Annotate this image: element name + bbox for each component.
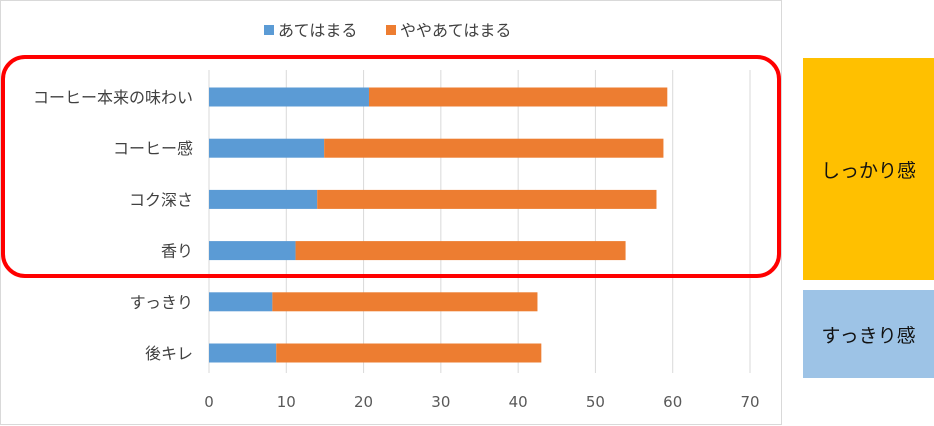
x-tick-20: 20 [354,393,373,411]
category-label: コーヒー感 [113,139,193,158]
category-label: 後キレ [145,344,193,363]
bar-series2-cat1 [368,87,668,107]
x-tick-30: 30 [431,393,450,411]
category-label: 香り [161,242,193,261]
category-label: すっきり [130,293,193,312]
bar-series1-cat4 [209,241,296,261]
shikkari-label-box: しっかり感 [803,58,934,280]
x-tick-0: 0 [204,393,214,411]
highlight-box [1,55,781,278]
bar-series1-cat1 [209,87,369,107]
legend-swatch-1 [264,25,274,35]
sukkiri-label-box: すっきり感 [803,290,934,378]
category-label: コーヒー本来の味わい [33,88,193,107]
bar-series1-cat2 [209,138,325,158]
legend-label-2: ややあてはまる [400,21,511,40]
bar-series1-cat5 [209,292,273,312]
x-tick-40: 40 [509,393,528,411]
bar-series2-cat2 [324,138,664,158]
x-tick-60: 60 [663,393,682,411]
gridlines [208,70,751,373]
shikkari-label: しっかり感 [820,159,916,182]
legend-label-1: あてはまる [278,21,357,40]
bars [209,87,668,363]
legend: あてはまる ややあてはまる [264,21,511,40]
x-tick-labels: 0 10 20 30 40 50 60 70 [204,393,759,411]
bar-series2-cat6 [276,343,542,363]
bar-series2-cat4 [295,241,626,261]
bar-series2-cat3 [317,189,657,209]
category-label: コク深さ [129,190,193,209]
bar-series2-cat5 [272,292,538,312]
x-tick-10: 10 [277,393,296,411]
x-tick-50: 50 [586,393,605,411]
bar-series1-cat6 [209,343,277,363]
sukkiri-label: すっきり感 [821,324,916,347]
legend-swatch-2 [386,25,396,35]
bar-series1-cat3 [209,189,318,209]
x-tick-70: 70 [740,393,759,411]
